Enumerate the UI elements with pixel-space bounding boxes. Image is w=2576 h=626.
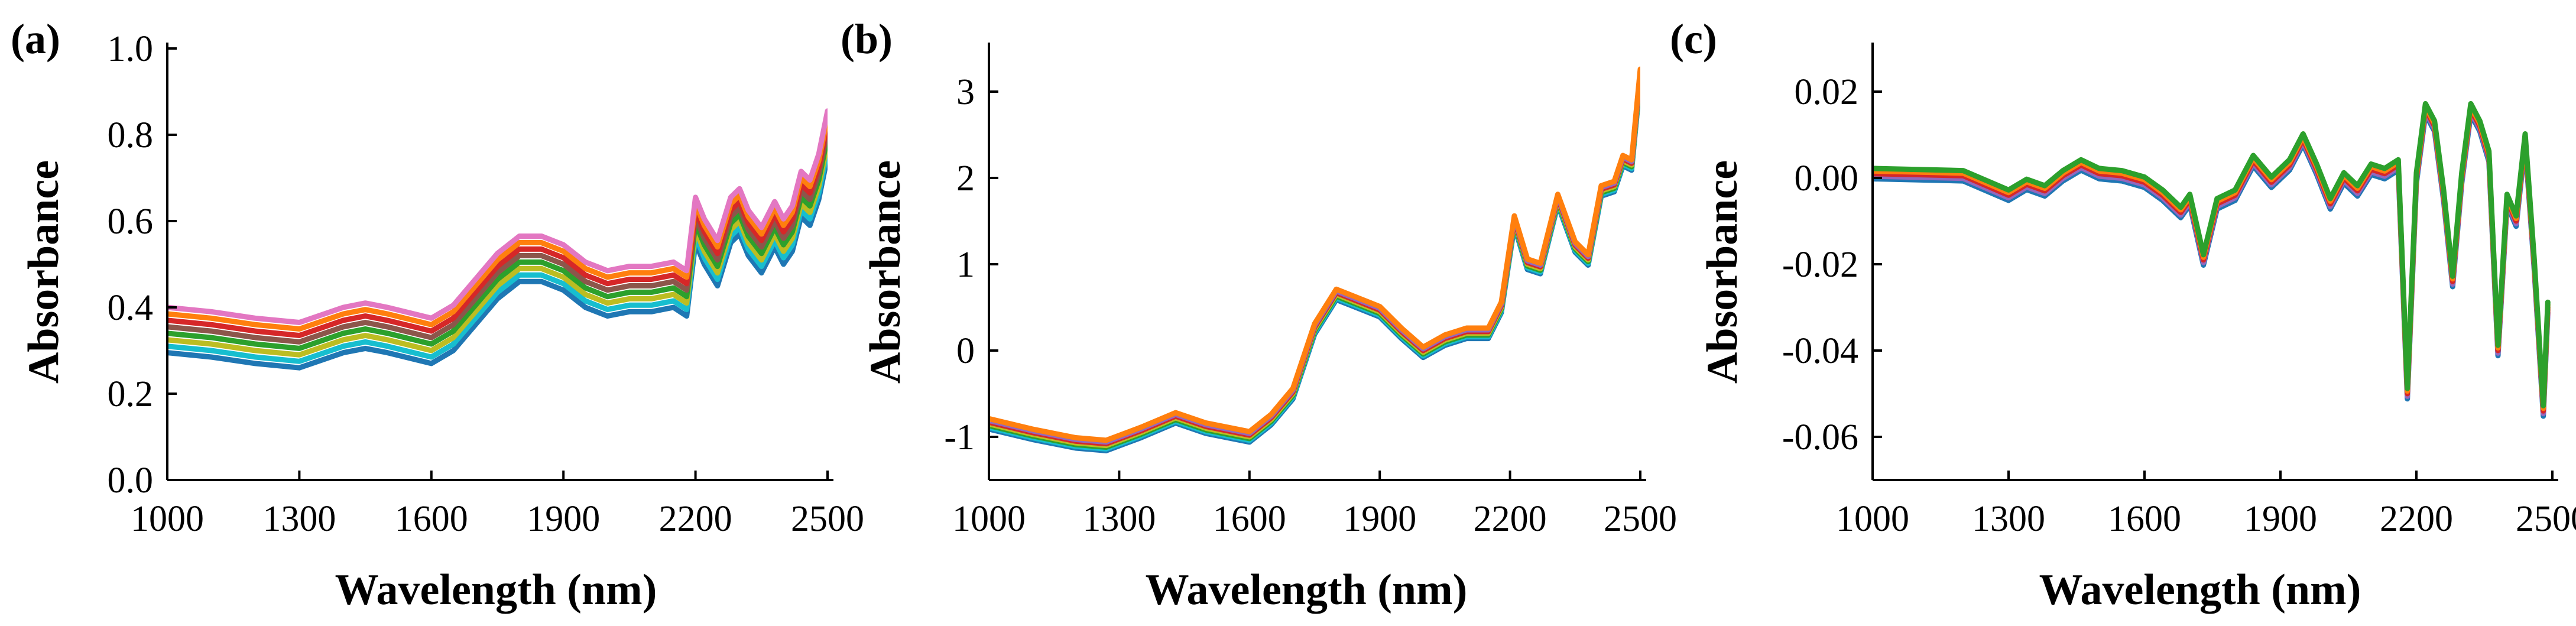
y-tick-label: 0.0 [108,460,154,501]
x-tick-label: 1300 [262,499,336,539]
y-tick-label: 0.6 [108,202,154,242]
y-tick-label: 0.00 [1795,158,1859,199]
y-axis-title: Absorbance [20,160,68,384]
y-tick-label: -1 [944,417,975,458]
panel-a: (a) 1000 1300 1600 1900 2200 2500 0.0 0.2 0.4 0.6… [11,15,864,614]
y-tick-label: -0.02 [1782,245,1858,285]
x-tick-label: 1000 [952,499,1026,539]
x-tick-label: 1300 [1082,499,1156,539]
x-tick-label: 1000 [1836,499,1909,539]
x-tick-label: 2500 [2516,499,2576,539]
y-tick-label: 0.8 [108,115,154,155]
spectrum-line [167,128,828,345]
spectrum-line [167,121,828,338]
x-tick-label: 2500 [791,499,864,539]
x-tick-label: 1600 [2108,499,2181,539]
x-tick-label: 2200 [1474,499,1547,539]
x-axis-title: Wavelength (nm) [2039,566,2361,614]
series-group [989,66,1640,453]
spectrum-line [167,108,828,325]
y-tick-label: 0.4 [108,288,154,328]
plot-area: 1000 1300 1600 1900 2200 2500 -0.06 -0.04 -0.02 0… [1782,43,2576,539]
series-group [167,108,828,371]
panel-label: (b) [841,15,893,63]
x-tick-label: 2200 [2380,499,2453,539]
spectrum-line [167,147,828,364]
spectrum-line [989,66,1640,443]
plot-area: 1000 1300 1600 1900 2200 2500 -1 0 1 2 3 [944,43,1677,539]
y-tick-label: -0.04 [1782,331,1858,371]
y-axis-title: Absorbance [1698,160,1747,384]
y-axis-title: Absorbance [861,160,910,384]
spectrum-line [167,134,828,351]
panel-c: (c) 1000 1300 1600 1900 2200 2500 -0.06 -0.04 -0… [1670,15,2576,614]
x-tick-label: 1000 [131,499,204,539]
y-tick-label: -0.06 [1782,417,1858,458]
x-tick-label: 2500 [1604,499,1677,539]
x-tick-label: 1900 [527,499,600,539]
spectrum-line [167,115,828,332]
x-axis-title: Wavelength (nm) [335,566,657,614]
x-tick-label: 1300 [1972,499,2045,539]
y-tick-label: 1 [956,245,975,285]
spectrum-line [167,154,828,371]
panel-label: (a) [11,15,60,63]
x-tick-label: 1600 [1213,499,1286,539]
y-tick-label: 2 [956,158,975,199]
y-tick-label: 3 [956,72,975,112]
panel-b: (b) 1000 1300 1600 1900 2200 2500 -1 0 1 2 3 Wavel… [841,15,1677,614]
y-tick-label: 0.02 [1795,72,1859,112]
x-tick-label: 1900 [1343,499,1416,539]
panel-label: (c) [1670,15,1717,63]
x-axis-title: Wavelength (nm) [1146,566,1468,614]
spectrum-line [1873,100,2551,408]
spectrum-line [167,141,828,358]
y-tick-label: 0 [956,331,975,371]
x-tick-label: 1900 [2244,499,2317,539]
y-tick-label: 0.2 [108,374,154,414]
y-tick-label: 1.0 [108,29,154,69]
series-group [1873,100,2551,419]
plot-area: 1000 1300 1600 1900 2200 2500 0.0 0.2 0.4 0.6 0.8 1… [108,29,865,539]
x-tick-label: 2200 [659,499,732,539]
x-tick-label: 1600 [395,499,468,539]
